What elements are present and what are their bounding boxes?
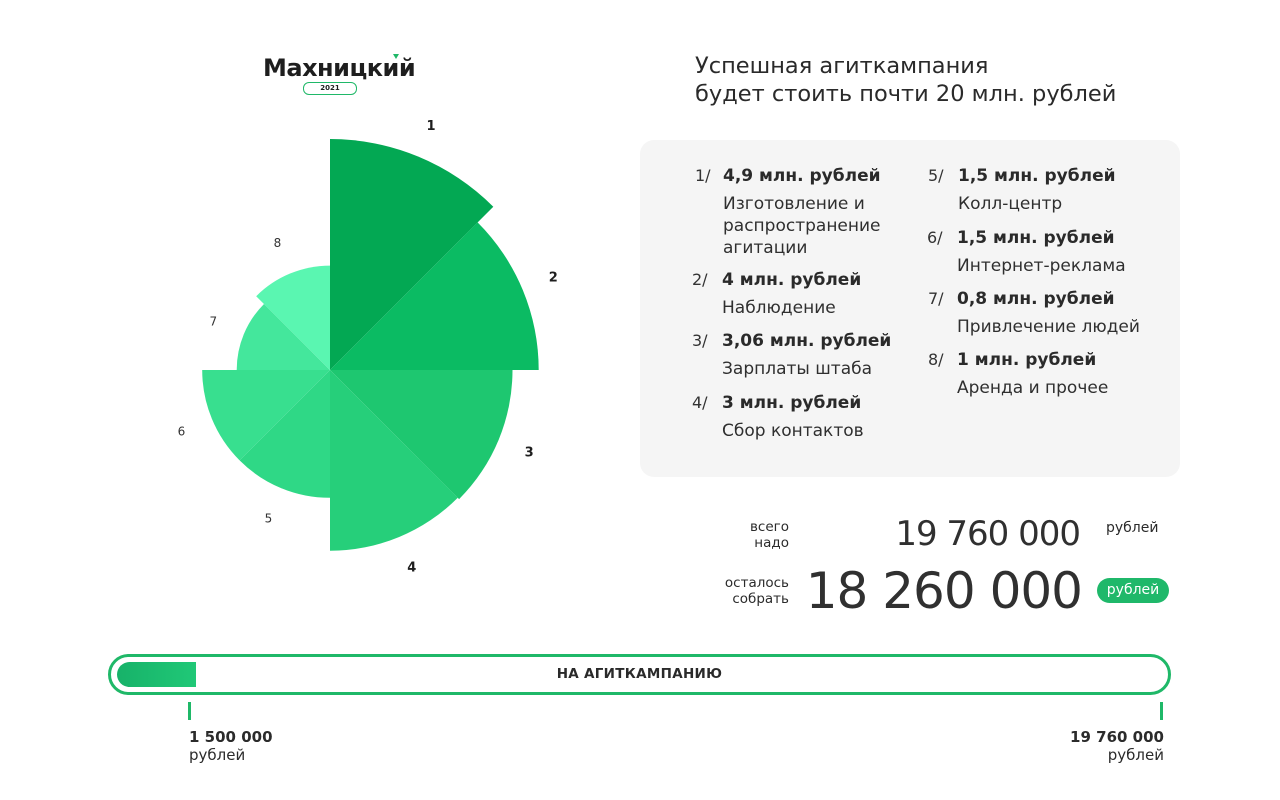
breakdown-item-number: 6/	[927, 228, 943, 247]
pie-slice-4	[330, 370, 458, 551]
breakdown-item-label: Изготовление и распространение агитации	[723, 194, 881, 258]
breakdown-item-number: 8/	[928, 350, 944, 369]
progress-end-tick	[1160, 702, 1163, 720]
pie-labels: 1 2 3 4 5 6 7 8	[178, 119, 558, 575]
headline-line-2: будет стоить почти 20 млн. рублей	[695, 81, 1117, 107]
breakdown-item-amount: 0,8 млн. рублей	[957, 289, 1115, 309]
progress-start-tick	[188, 702, 191, 720]
pie-slice-label-6: 6	[178, 425, 186, 439]
progress-start-unit: рублей	[189, 746, 246, 764]
headline: Успешная агиткампания будет стоить почти…	[695, 52, 1165, 108]
logo-accent-icon	[393, 54, 399, 59]
pie-slice-label-8: 8	[274, 236, 282, 250]
pie-slice-3	[330, 370, 513, 500]
remaining-amount: 18 260 000	[805, 562, 1083, 620]
progress-bar: НА АГИТКАМПАНИЮ	[108, 654, 1171, 695]
progress-end-value: 19 760 000	[1070, 728, 1164, 746]
breakdown-item-number: 2/	[692, 270, 708, 289]
needed-caption-line-1: всего	[749, 519, 789, 535]
breakdown-item-label: Аренда и прочее	[957, 378, 1109, 398]
breakdown-item-label: Привлечение людей	[957, 317, 1140, 337]
breakdown-item-number: 3/	[692, 331, 708, 350]
pie-slice-label-1: 1	[426, 119, 435, 134]
pie-slice-5	[239, 370, 330, 498]
needed-caption-line-2: надо	[754, 535, 789, 551]
pie-slice-6	[202, 370, 330, 461]
breakdown-item-amount: 4,9 млн. рублей	[723, 166, 881, 186]
progress-start-value: 1 500 000	[189, 728, 273, 746]
breakdown-item-label: Наблюдение	[722, 298, 836, 318]
logo-name: Махницкий	[263, 54, 416, 82]
breakdown-item-number: 7/	[928, 289, 944, 308]
pie-slice-8	[256, 265, 330, 370]
breakdown-item-amount: 1 млн. рублей	[957, 350, 1097, 370]
needed-unit: рублей	[1106, 520, 1159, 536]
needed-caption: всего надо	[669, 519, 789, 551]
progress-start-caption: 1 500 000 рублей	[189, 728, 273, 764]
needed-amount: 19 760 000	[895, 514, 1081, 554]
logo-year-badge: 2021	[303, 82, 357, 95]
breakdown-item-amount: 3,06 млн. рублей	[722, 331, 892, 351]
progress-end-caption: 19 760 000 рублей	[1040, 728, 1164, 764]
breakdown-item-label: Зарплаты штаба	[722, 359, 873, 379]
breakdown-item-amount: 1,5 млн. рублей	[958, 166, 1116, 186]
pie-slices	[202, 139, 539, 551]
remaining-caption-line-1: осталось	[724, 575, 789, 591]
pie-slice-label-4: 4	[407, 561, 416, 576]
pie-slice-label-7: 7	[209, 315, 217, 329]
breakdown-item-label: Колл-центр	[958, 194, 1063, 214]
breakdown-item-number: 5/	[928, 166, 944, 185]
headline-line-1: Успешная агиткампания	[695, 53, 989, 79]
pie-slice-label-3: 3	[525, 446, 534, 461]
breakdown-panel: 1/ 4,9 млн. рублей Изготовление и распро…	[640, 140, 1180, 477]
breakdown-item-amount: 1,5 млн. рублей	[957, 228, 1115, 248]
progress-bar-fill	[117, 662, 197, 687]
pie-slice-1	[330, 139, 494, 370]
pie-chart: 1 2 3 4 5 6 7 8	[178, 119, 558, 575]
breakdown-item-amount: 4 млн. рублей	[722, 270, 862, 290]
breakdown-item-number: 1/	[695, 166, 711, 185]
breakdown-item-label: Сбор контактов	[722, 421, 864, 441]
remaining-unit-badge: рублей	[1097, 578, 1169, 603]
pie-slice-label-5: 5	[265, 512, 273, 526]
pie-slice-label-2: 2	[549, 271, 558, 286]
pie-slice-7	[236, 304, 330, 370]
logo: Махницкий 2021	[263, 54, 416, 104]
breakdown-item-label: Интернет-реклама	[957, 256, 1126, 276]
remaining-caption: осталось собрать	[669, 575, 789, 607]
progress-bar-label: НА АГИТКАМПАНИЮ	[556, 666, 723, 682]
breakdown-item-number: 4/	[692, 393, 708, 412]
remaining-caption-line-2: собрать	[732, 591, 789, 607]
pie-slice-2	[330, 222, 539, 370]
breakdown-item-amount: 3 млн. рублей	[722, 393, 862, 413]
progress-end-unit: рублей	[1107, 746, 1164, 764]
